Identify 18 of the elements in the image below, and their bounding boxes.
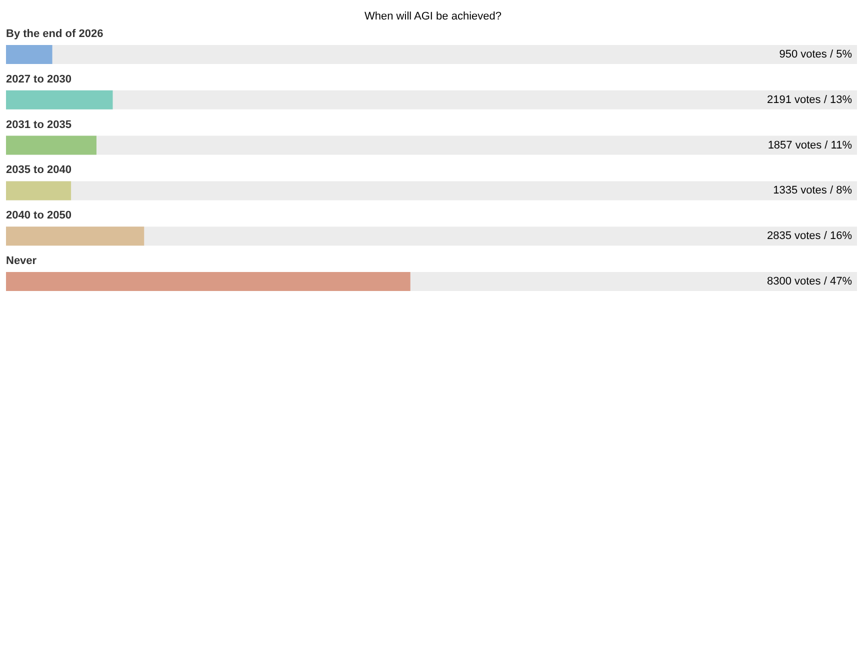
data-label: 8300 votes / 47% xyxy=(766,276,852,288)
y-tick-label: 2031 to 2035 xyxy=(6,118,72,131)
bar xyxy=(6,226,144,246)
y-tick-label: By the end of 2026 xyxy=(6,28,104,40)
bar xyxy=(6,181,72,200)
data-label: 1857 votes / 11% xyxy=(768,139,852,152)
data-label: 950 votes / 5% xyxy=(779,48,852,60)
data-label: 1335 votes / 8% xyxy=(773,184,852,197)
bar xyxy=(6,136,96,155)
data-label: 2191 votes / 13% xyxy=(766,94,852,106)
bar xyxy=(6,45,52,64)
y-tick-label: 2040 to 2050 xyxy=(6,210,72,222)
y-tick-label: Never xyxy=(6,255,38,267)
chart-title: When will AGI be achieved? xyxy=(364,10,502,22)
y-tick-label: 2035 to 2040 xyxy=(6,164,72,176)
bar xyxy=(6,90,113,110)
y-tick-label: 2027 to 2030 xyxy=(6,73,72,86)
data-label: 2835 votes / 16% xyxy=(766,230,852,242)
